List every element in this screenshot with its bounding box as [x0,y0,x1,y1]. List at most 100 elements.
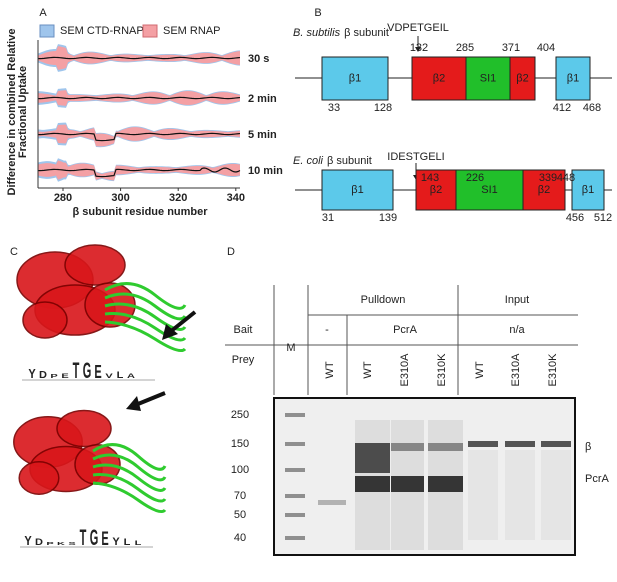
prey-label: WT [362,361,374,378]
gel-band [505,441,535,447]
strand [92,473,167,503]
bait-label: - [325,324,329,336]
species: E. coli [293,155,324,167]
arrow [137,391,166,406]
domain-label: β1 [567,72,579,84]
residue-number: 31 [322,212,334,224]
mw-label: 50 [234,509,246,521]
x-tick-label: 280 [54,192,72,204]
gel-band [391,443,424,451]
domain-label: β1 [349,72,361,84]
helix [18,461,60,495]
residue-number: 412 [553,102,571,114]
trace [37,167,241,178]
ladder-band [285,513,305,517]
panel-label: A [39,7,47,19]
logo-letter: K [57,541,65,546]
lane-smear [541,450,571,540]
strand [104,292,187,321]
logo-letter: A [127,372,135,379]
logo-letter: G [90,525,99,550]
y-axis-label: Fractional Uptake [17,66,29,158]
legend-swatch [39,24,55,38]
gel-band [428,443,463,451]
prey-label: E310A [510,353,522,387]
ladder-band [285,468,305,472]
row-label: 30 s [248,53,269,65]
strand [92,481,167,514]
x-tick-label: 340 [227,192,245,204]
domain [411,56,467,101]
logo-letter: T [80,525,87,550]
prey-label: E310K [547,353,559,387]
mw-label: 100 [231,464,249,476]
residue-number: 456 [566,212,584,224]
domain-label: SI1 [481,184,498,196]
gel-band [355,476,390,492]
row-label: Bait [234,324,253,336]
domain-label: β2 [516,72,528,84]
domain [522,169,566,211]
gel-band [468,441,498,447]
strand [104,302,187,331]
arrow-head [162,324,178,340]
gel-band [318,500,346,505]
logo-letter: V [105,372,112,379]
gel-band [428,476,463,492]
y-axis-label: Difference in combined Relative [6,29,18,196]
logo-letter: L [124,538,131,548]
construct-name: E. coli β subunit [293,155,372,167]
bait-label: n/a [509,324,525,336]
arrow [168,310,197,334]
trace [37,56,241,60]
strand [104,282,187,310]
gel-band [355,443,390,473]
panel-label: C [10,246,18,258]
domain-label: β1 [351,184,363,196]
residue-number: 339 [539,172,557,184]
mw-label: 70 [234,490,246,502]
logo-letter: T [73,358,80,383]
domain-label: β2 [430,184,442,196]
logo-letter: E [101,529,109,550]
suffix: β subunit [344,27,389,39]
domain [509,56,536,101]
residue-number: 139 [379,212,397,224]
arrow-head [126,396,141,411]
row-label: 2 min [248,93,277,105]
group-label: Input [505,294,529,306]
mw-label: 40 [234,532,246,544]
bait-label: PcrA [393,324,418,336]
prey-label: E310K [436,353,448,387]
logo-letter: Y [28,366,35,381]
x-axis-label: β subunit residue number [72,206,208,218]
lane-smear [468,450,498,540]
helix [22,301,68,339]
residue-number: 132 [410,42,428,54]
domain [555,56,591,101]
logo-letter: P [46,541,54,546]
domain [571,169,605,211]
logo-letter: L [135,539,142,546]
strand [92,443,167,471]
logo-letter: L [117,371,124,381]
domain [455,169,524,211]
row-label: 10 min [248,165,283,177]
construct-name: B. subtilis β subunit [293,27,389,39]
logo-letter: E [61,372,68,379]
marker-label: M [286,342,295,354]
sem-band [38,124,240,147]
ladder-band [285,442,305,446]
logo-letter: Y [24,533,31,548]
domain [321,169,394,211]
logo-letter: G [83,358,92,383]
logo-letter: P [50,373,58,379]
species: B. subtilis [293,27,341,39]
legend-swatch [142,24,158,38]
arrow-head [415,47,421,52]
domain-label: β2 [538,184,550,196]
panel-label: D [227,246,235,258]
residue-number: 33 [328,102,340,114]
mw-label: 150 [231,438,249,450]
